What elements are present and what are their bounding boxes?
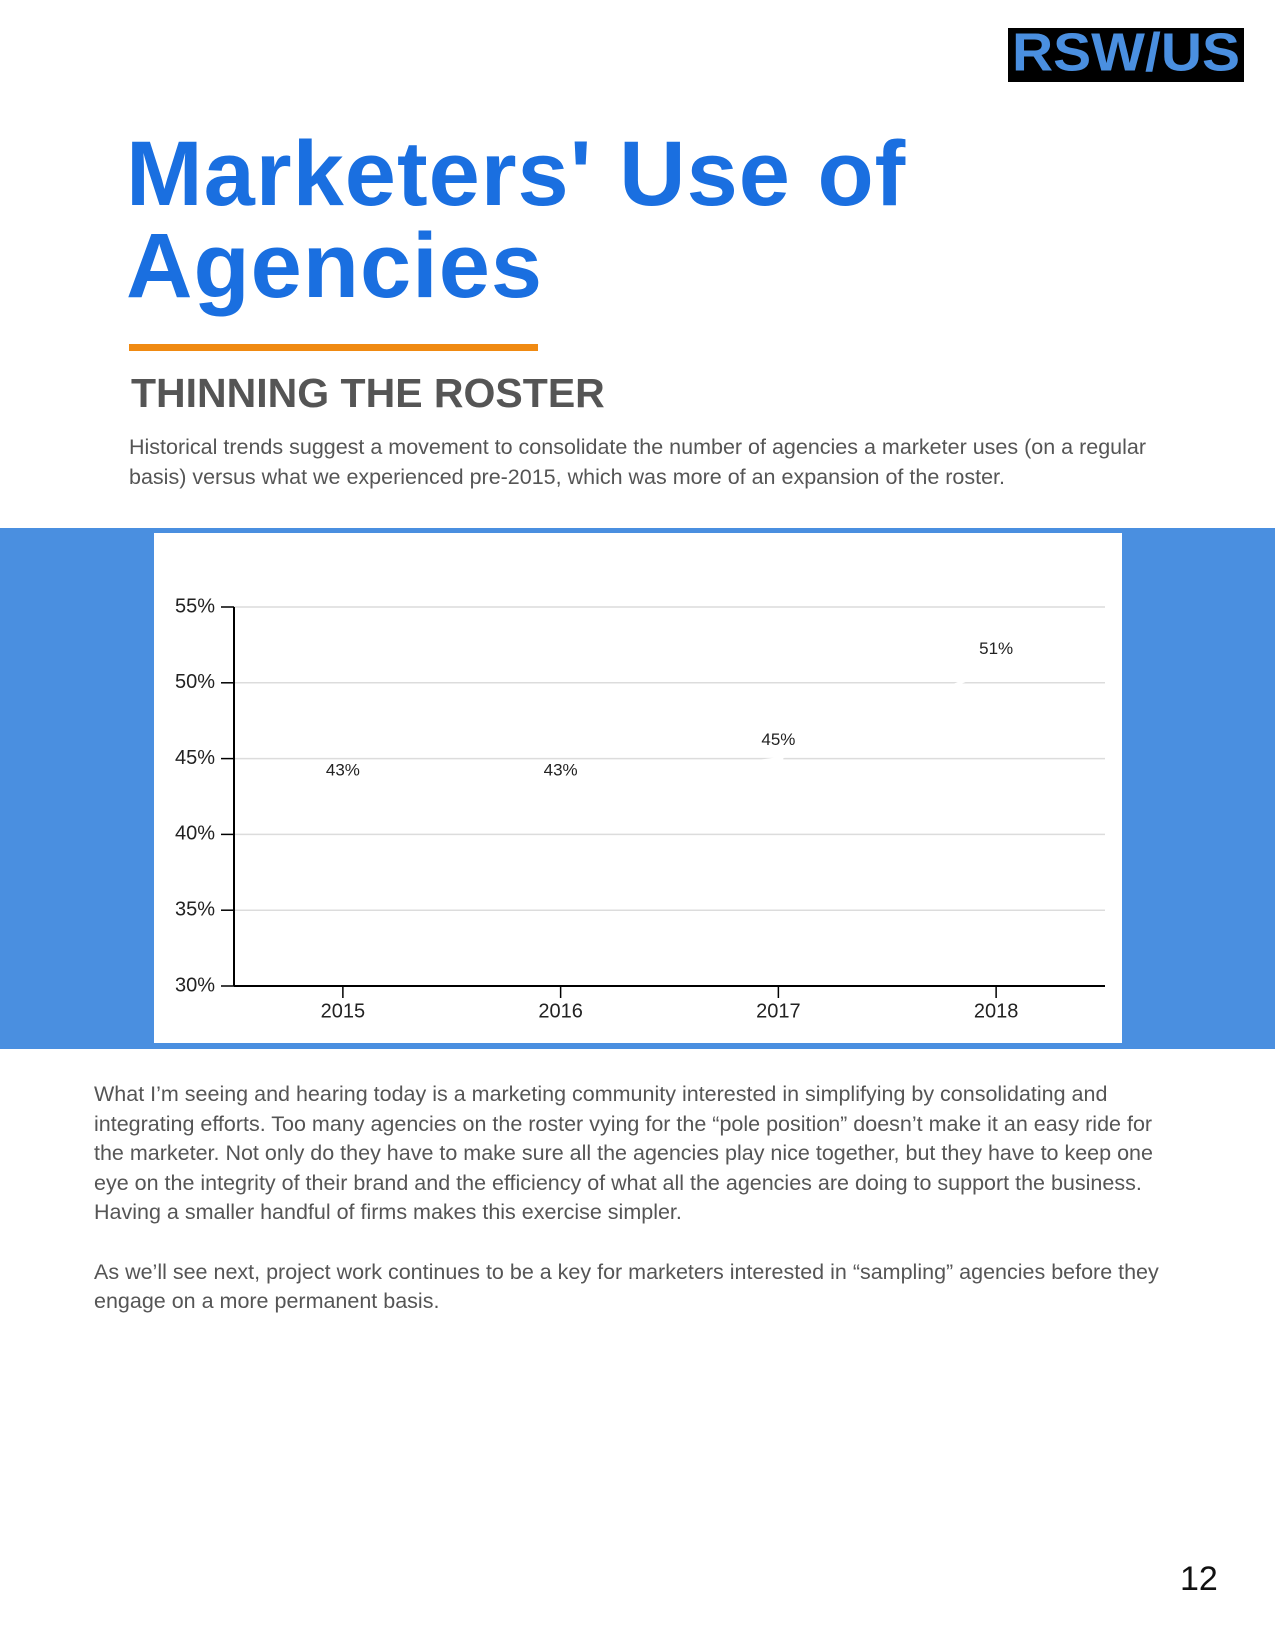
title-line: Agencies [126,215,544,317]
logo: RSW/US [1008,28,1244,82]
y-tick-label: 40% [175,823,215,845]
page-number: 12 [1180,1560,1218,1598]
y-tick-label: 50% [175,671,215,693]
paragraph: What I’m seeing and hearing today is a m… [94,1082,1153,1225]
data-label: 43% [544,760,578,779]
x-tick-label: 2016 [538,1000,583,1022]
intro-text: Historical trends suggest a movement to … [129,435,1146,489]
point [337,783,348,794]
point [991,662,1002,673]
point [773,753,784,764]
logo-box [1008,28,1244,82]
chart-panel [154,533,1122,1043]
logo-text: RSW/US [1012,28,1240,82]
y-tick-label: 35% [175,898,215,920]
y-tick-label: 55% [175,595,215,617]
accent-rule [129,344,538,351]
y-tick-label: 45% [175,747,215,769]
subtitle: THINNING THE ROSTER [131,370,605,416]
chart: 30% 35% 40% 45% 50% 55% 2015 2016 2017 2018 43% 43%… [0,528,1275,1049]
data-label: 43% [326,760,360,779]
series-line [342,666,997,791]
body-text: What I’m seeing and hearing today is a m… [94,1080,1179,1346]
x-tick-label: 2015 [321,1000,366,1022]
data-label: 45% [761,730,795,749]
y-tick-label: 30% [175,974,215,996]
title: Marketers' Use of Agencies [126,128,906,312]
title-line: Marketers' Use of [126,123,907,225]
x-tick-label: 2018 [974,1000,1019,1022]
x-tick-label: 2017 [756,1000,801,1022]
point [555,783,566,794]
paragraph: As we’ll see next, project work continue… [94,1259,1159,1314]
data-label: 51% [979,639,1013,658]
